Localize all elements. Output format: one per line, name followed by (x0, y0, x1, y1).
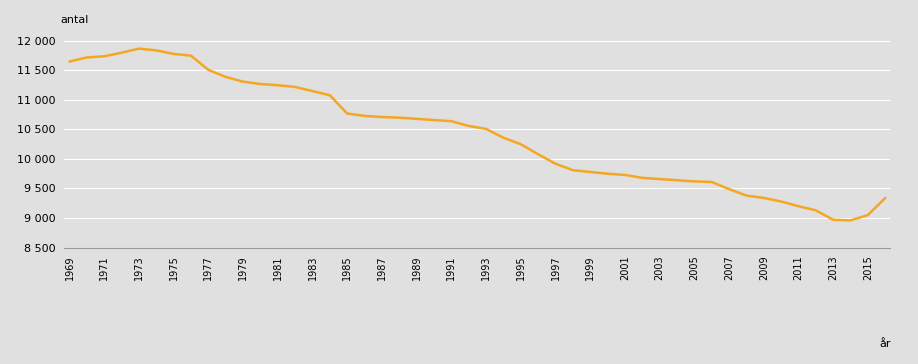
Text: år: år (879, 339, 890, 349)
Text: antal: antal (61, 15, 88, 25)
